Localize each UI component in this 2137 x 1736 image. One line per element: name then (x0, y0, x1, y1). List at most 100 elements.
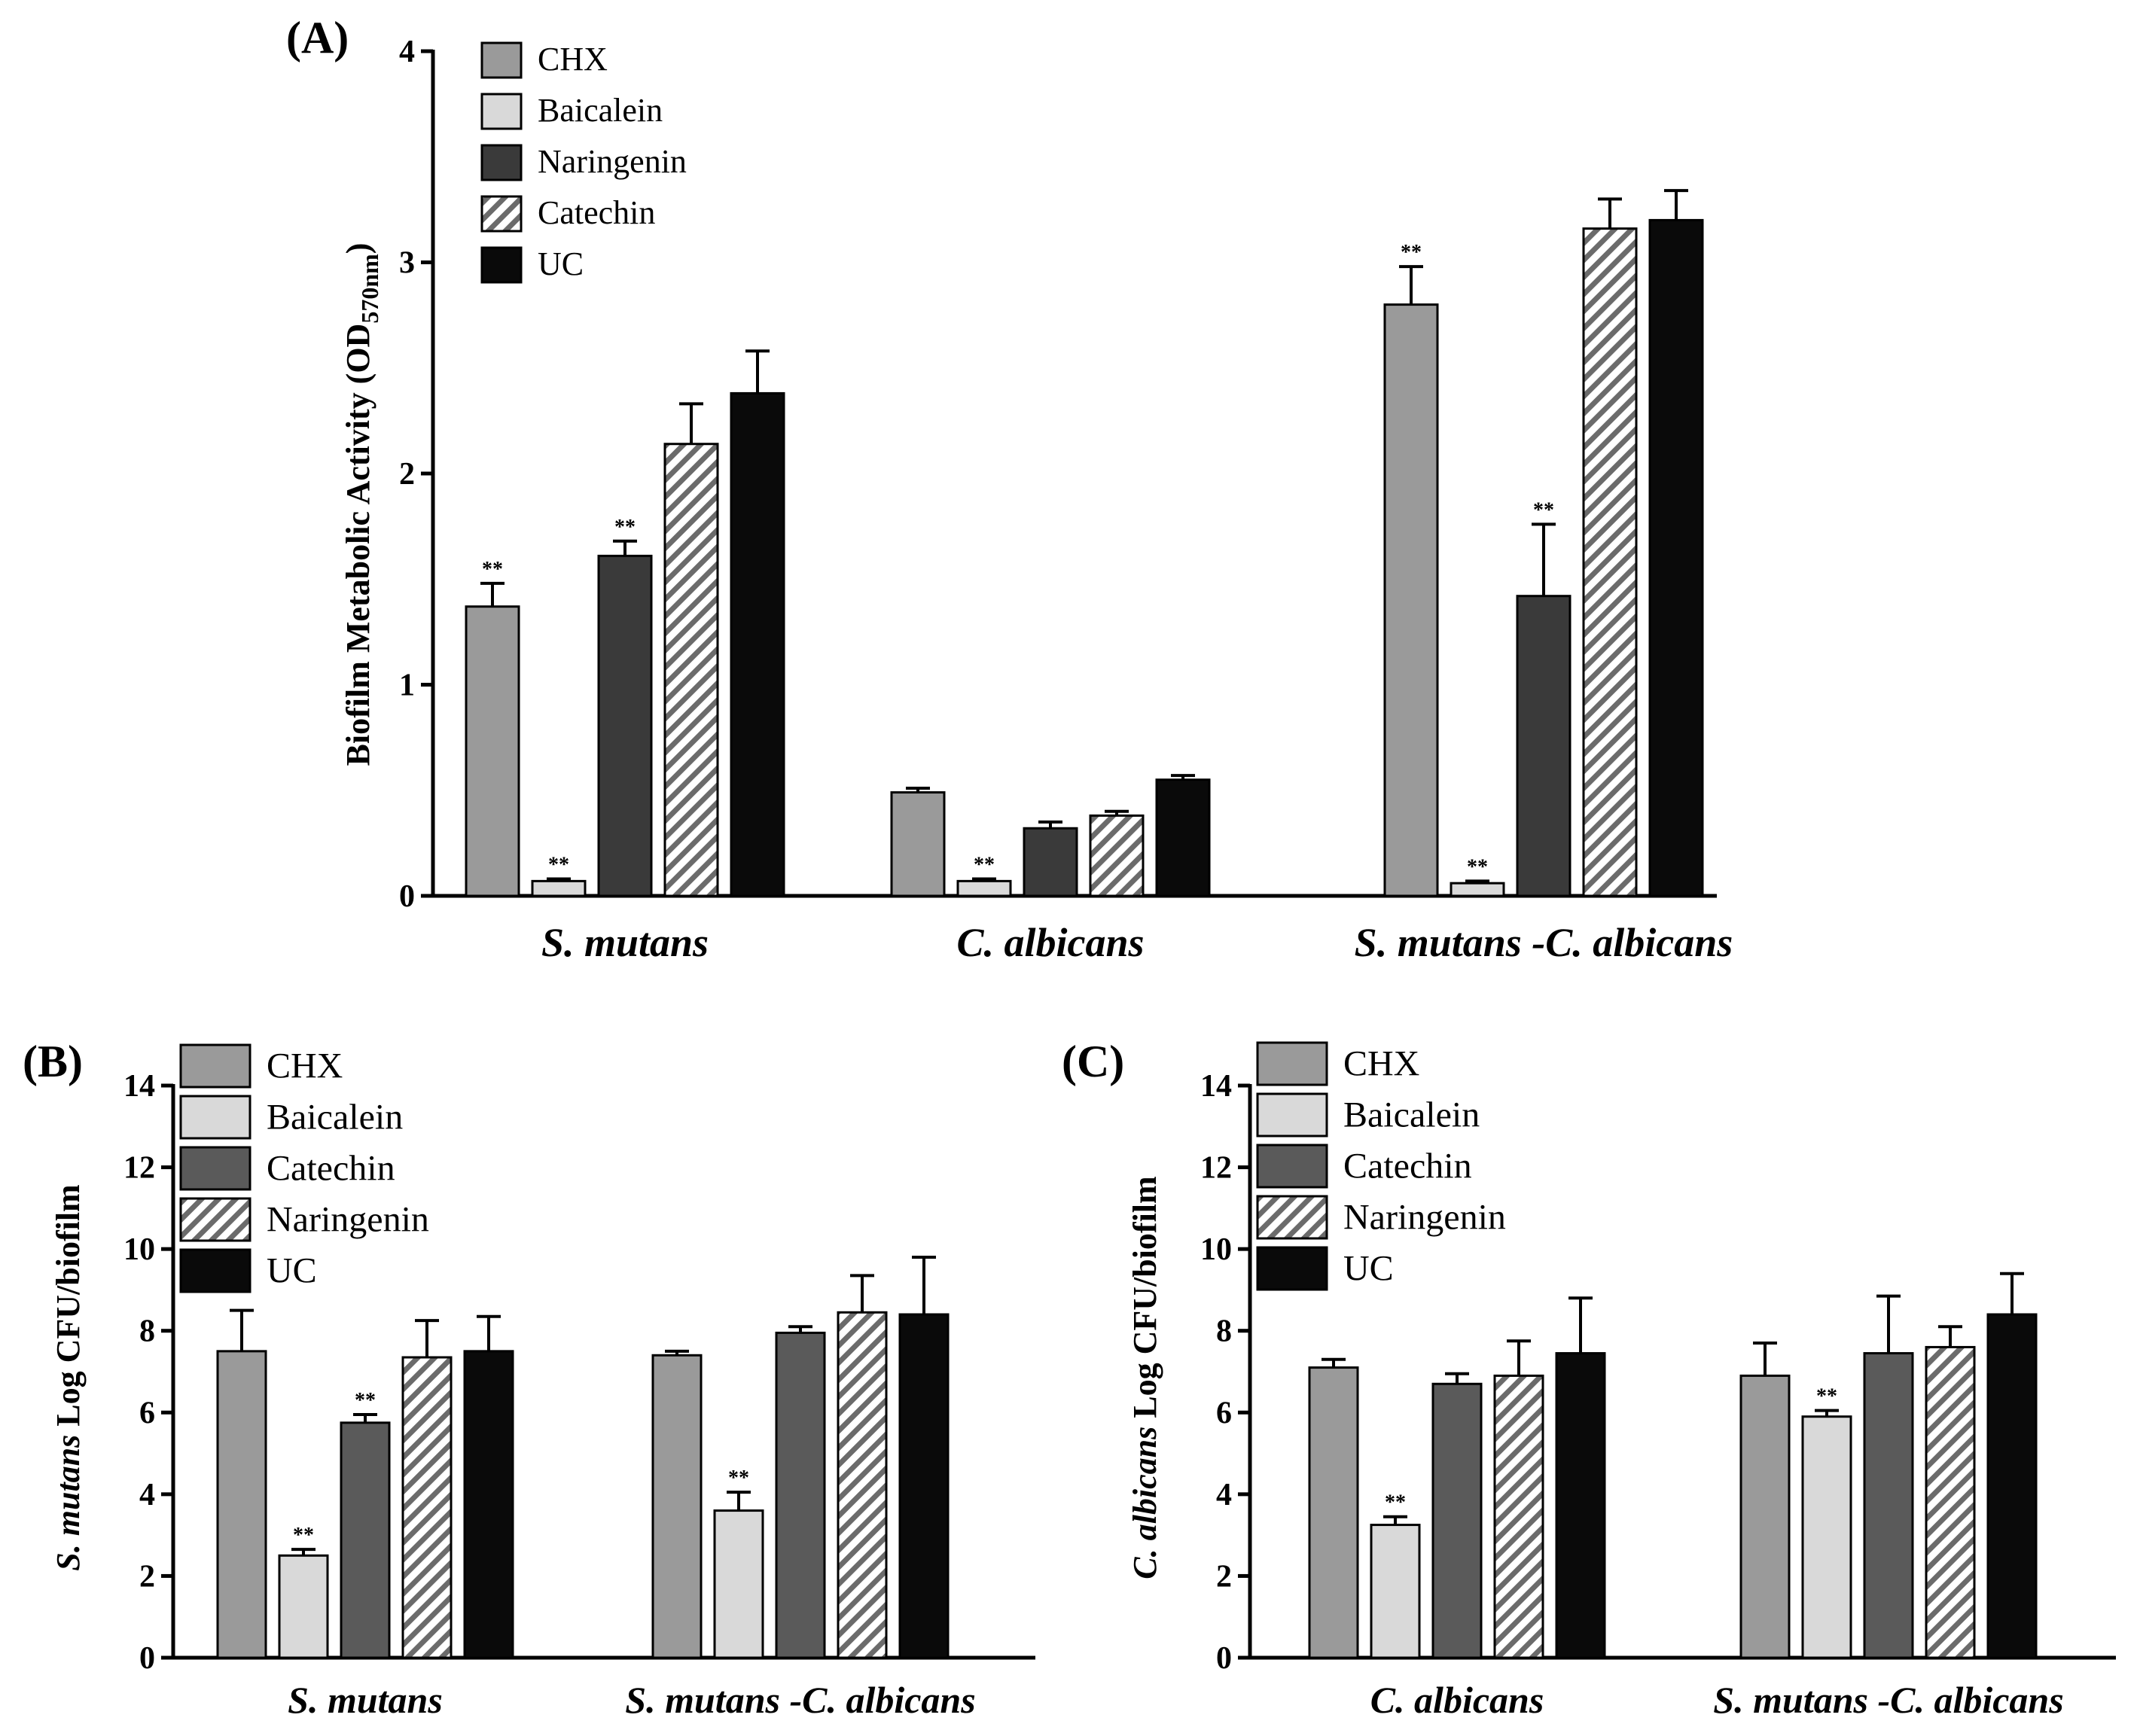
panel-a-legend-label: Baicalein (538, 92, 663, 129)
panel-a-y-tick-label: 3 (399, 246, 415, 281)
panel-a-significance-marker: ** (1401, 241, 1422, 264)
panel-a-y-tick-label: 0 (399, 879, 415, 914)
panel-b-y-tick-label: 12 (123, 1151, 155, 1186)
panel-c-bar (1308, 1366, 1359, 1659)
panel-c-bar (1801, 1415, 1852, 1659)
panel-b-y-tick-label: 4 (139, 1478, 155, 1512)
panel-b-bar (216, 1350, 267, 1659)
panel-b-y-tick-label: 8 (139, 1314, 155, 1349)
panel-a-axes: 0 1 2 3 4 S. mutans C. albicans S. mutans -C. a… (399, 35, 1733, 965)
panel-c-bar (1431, 1382, 1483, 1659)
panel-b-y-axis-label: S. mutans Log CFU/biofilm (50, 1184, 87, 1570)
panel-b-legend-label: CHX (267, 1046, 343, 1086)
panel-c-bar (1863, 1352, 1914, 1659)
panel-b-y-tick-label: 0 (139, 1641, 155, 1676)
panel-c-legend-label: Baicalein (1343, 1095, 1480, 1135)
panel-a-legend-label: Naringenin (538, 143, 687, 180)
panel-b-bar (651, 1354, 703, 1659)
panel-b-bar (713, 1509, 764, 1659)
panel-a-bar (956, 879, 1012, 897)
panel-b-bar (775, 1331, 826, 1659)
panel-a-bar (1089, 814, 1145, 897)
panel-a-bar (1648, 218, 1704, 897)
panel-b-legend-swatch (179, 1043, 252, 1089)
panel-a-y-axis-label: Biofilm Metabolic Activity (OD570nm) (340, 243, 383, 766)
panel-a-category-label: S. mutans -C. albicans (1355, 920, 1733, 965)
panel-c-legend-swatch (1256, 1041, 1328, 1086)
panel-c-legend-label: Naringenin (1343, 1198, 1506, 1238)
panel-a-significance-marker: ** (1533, 498, 1554, 522)
panel-a-legend-swatch (480, 93, 523, 130)
panel-c-bars: ** ** (1308, 1272, 2038, 1659)
panel-a-bar (597, 554, 653, 897)
panel-c-bar (1493, 1374, 1544, 1659)
panel-c-y-tick-label: 8 (1216, 1314, 1232, 1349)
panel-c-ylabel-species: C. albicans (1126, 1427, 1163, 1579)
panel-c-y-tick-label: 4 (1216, 1478, 1232, 1512)
panel-c-category-label: S. mutans -C. albicans (1713, 1679, 2063, 1721)
panel-b-legend-swatch (179, 1248, 252, 1293)
panel-c-significance-marker: ** (1385, 1491, 1406, 1515)
panel-a-category-label: C. albicans (956, 920, 1144, 965)
panel-a-bar (531, 879, 587, 897)
panel-a-y-tick-label: 1 (399, 669, 415, 703)
panel-c-y-tick-label: 6 (1216, 1396, 1232, 1430)
panel-c-legend-swatch (1256, 1092, 1328, 1138)
panel-b-y-tick-label: 10 (123, 1232, 155, 1267)
panel-c-y-axis-label: C. albicans Log CFU/biofilm (1126, 1176, 1163, 1579)
panel-c-bar (1739, 1374, 1791, 1659)
panel-a-significance-marker: ** (974, 854, 995, 877)
panel-a-ylabel-close: ) (340, 243, 376, 254)
panel-c-label: (C) (1062, 1037, 1124, 1086)
panel-c-legend-label: Catechin (1343, 1147, 1472, 1186)
panel-b-legend-swatch (179, 1197, 252, 1242)
panel-b-y-tick-label: 6 (139, 1396, 155, 1430)
panel-a-significance-marker: ** (1467, 855, 1488, 879)
panel-a-significance-marker: ** (614, 516, 636, 539)
panel-c-y-tick-label: 0 (1216, 1641, 1232, 1676)
panel-b-label: (B) (23, 1037, 83, 1086)
panel-a-legend-label: CHX (538, 41, 608, 78)
panel-c-legend: CHX Baicalein Catechin Naringenin UC (1256, 1041, 1506, 1291)
panel-b-bar (401, 1356, 453, 1659)
panel-b-significance-marker: ** (728, 1466, 749, 1490)
panel-b-category-label: S. mutans -C. albicans (625, 1679, 975, 1721)
panel-b-bar (898, 1313, 950, 1659)
panel-c-bar (1370, 1524, 1421, 1659)
panel-c-significance-marker: ** (1816, 1385, 1837, 1409)
panel-c-legend-swatch (1256, 1144, 1328, 1189)
panel-c-category-label: C. albicans (1370, 1679, 1544, 1721)
panel-a-y-tick-label: 4 (399, 35, 415, 69)
panel-c-bar (1986, 1313, 2038, 1659)
panel-c-y-tick-label: 12 (1200, 1151, 1232, 1186)
panel-a-bar (1516, 595, 1572, 897)
panel-a-legend-label: UC (538, 245, 584, 282)
panel-b-y-tick-label: 14 (123, 1069, 155, 1104)
panel-a-chart: (A) Biofilm Metabolic Activity (OD570nm)… (286, 13, 1733, 965)
panel-b-legend-label: Baicalein (267, 1098, 403, 1138)
panel-c-ylabel-main: Log CFU/biofilm (1126, 1176, 1163, 1426)
panel-b-bar (340, 1421, 391, 1659)
panel-a-legend-label: Catechin (538, 194, 655, 231)
panel-b-y-tick-label: 2 (139, 1559, 155, 1594)
panel-b-legend-swatch (179, 1146, 252, 1191)
panel-c-y-tick-label: 10 (1200, 1232, 1232, 1267)
panel-a-bar (1383, 303, 1439, 897)
panel-a-significance-marker: ** (482, 558, 503, 581)
panel-a-bar (1582, 227, 1638, 897)
panel-b-legend: CHX Baicalein Catechin Naringenin UC (179, 1043, 429, 1293)
panel-b-legend-swatch (179, 1095, 252, 1140)
panel-a-legend-swatch (480, 195, 523, 233)
panel-a-bar (1450, 882, 1505, 897)
panel-b-ylabel-main: Log CFU/biofilm (50, 1184, 87, 1434)
panel-c-bar (1555, 1352, 1606, 1659)
panel-a-bar (730, 391, 785, 897)
panel-a-bar (465, 605, 520, 897)
panel-c-y-tick-label: 2 (1216, 1559, 1232, 1594)
panel-c-legend-swatch (1256, 1246, 1328, 1291)
panel-b-chart: (B) S. mutans Log CFU/biofilm 0 2 4 6 8 10 12 1… (23, 1037, 1035, 1721)
panel-c-legend-swatch (1256, 1195, 1328, 1240)
panel-c-y-tick-label: 14 (1200, 1069, 1232, 1104)
panel-c-legend-label: UC (1343, 1249, 1394, 1289)
